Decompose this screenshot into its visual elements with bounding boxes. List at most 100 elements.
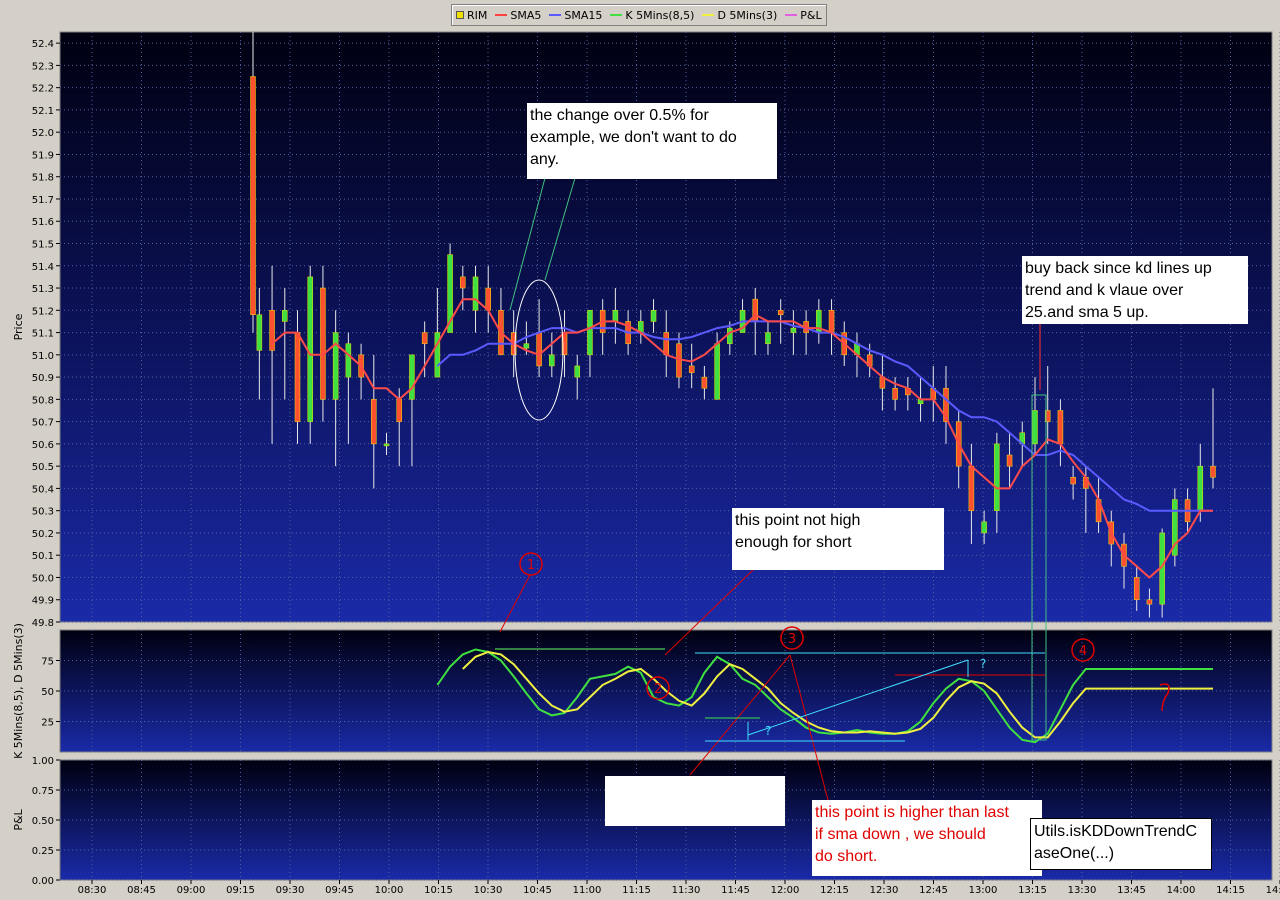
pointer-line xyxy=(664,567,756,656)
candle-body xyxy=(485,287,491,311)
y-tick-label: 75 xyxy=(41,657,54,668)
candle-body xyxy=(777,310,784,316)
legend-label: K 5Mins(8,5) xyxy=(625,8,695,22)
legend-swatch xyxy=(495,14,508,16)
candle-body xyxy=(765,332,771,344)
y-tick-label: 50.5 xyxy=(32,462,54,473)
candle-body xyxy=(282,310,288,322)
candle-body xyxy=(307,276,313,422)
y-tick-label: 50.9 xyxy=(32,373,54,384)
legend-swatch xyxy=(702,14,715,16)
sma15-line xyxy=(436,320,1213,512)
circle-marker xyxy=(780,626,804,650)
pointer-line xyxy=(509,177,546,311)
legend-label: SMA5 xyxy=(510,8,542,22)
y-tick-label: 25 xyxy=(41,718,54,729)
candle-body xyxy=(345,343,352,378)
circle-label: 2 xyxy=(654,682,662,697)
y-tick-label: 0.25 xyxy=(32,846,54,857)
x-tick-label: 08:45 xyxy=(127,885,156,896)
kd-panel: 75 50 25 K 5Mins(8,5), D 5Mins(3) xyxy=(12,623,1280,759)
x-tick-label: 14:15 xyxy=(1216,885,1245,896)
legend-item: SMA15 xyxy=(549,9,602,22)
candle-body xyxy=(714,343,720,400)
y-tick-label: 50.8 xyxy=(32,395,54,406)
candle-body xyxy=(250,76,256,316)
candle-body xyxy=(994,443,1000,511)
y-tick-label: 50.2 xyxy=(32,529,54,540)
y-tick-label: 51.0 xyxy=(32,351,54,362)
candle-body xyxy=(688,365,695,373)
d-line xyxy=(462,650,1213,739)
y-tick-label: 51.7 xyxy=(32,195,54,206)
candle-body xyxy=(1133,577,1140,600)
y-tick-label: 50 xyxy=(41,687,54,698)
x-tick-label: 11:30 xyxy=(672,885,701,896)
y-tick-label: 0.50 xyxy=(32,816,54,827)
x-tick-label: 12:30 xyxy=(870,885,899,896)
candle-body xyxy=(828,310,835,333)
candle-body xyxy=(472,276,479,311)
legend-swatch xyxy=(549,14,562,16)
x-tick-label: 13:30 xyxy=(1068,885,1097,896)
candle-body xyxy=(320,287,326,400)
y-tick-label: 52.4 xyxy=(32,39,54,50)
scribble-mark xyxy=(1159,683,1170,712)
candle-body xyxy=(727,327,733,344)
pointer-line xyxy=(499,574,531,633)
x-tick-label: 10:00 xyxy=(375,885,404,896)
candle-body xyxy=(549,354,555,367)
circle-label: 1 xyxy=(527,558,535,573)
circle-marker xyxy=(519,552,543,576)
candle-body xyxy=(968,465,975,511)
candle-body xyxy=(294,332,301,422)
highlight-ellipse xyxy=(514,279,564,421)
legend-item: K 5Mins(8,5) xyxy=(610,9,694,22)
x-tick-label: 11:45 xyxy=(721,885,750,896)
y-tick-label: 52.3 xyxy=(32,61,54,72)
y-axis-label: Price xyxy=(12,313,25,340)
y-tick-label: 51.5 xyxy=(32,240,54,251)
y-tick-label: 51.3 xyxy=(32,284,54,295)
highlight-rect xyxy=(1031,394,1047,741)
candle-body xyxy=(256,314,263,351)
question-mark: ? xyxy=(765,724,771,738)
candle-body xyxy=(1146,599,1153,605)
y-tick-label: 49.8 xyxy=(32,618,54,629)
candle-body xyxy=(332,332,339,400)
y-axis-label: P&L xyxy=(12,808,25,830)
question-mark: ? xyxy=(980,657,986,671)
candle-body xyxy=(434,332,441,378)
annotation-overlay: 1 2 3 4?? xyxy=(495,177,1170,801)
y-tick-label: 50.4 xyxy=(32,484,54,495)
candle-body xyxy=(269,310,275,351)
x-tick-label: 11:00 xyxy=(573,885,602,896)
x-tick-label: 12:00 xyxy=(771,885,800,896)
circle-label: 3 xyxy=(788,632,796,647)
legend-swatch xyxy=(456,11,464,19)
x-tick-label: 13:00 xyxy=(969,885,998,896)
y-tick-label: 49.9 xyxy=(32,596,54,607)
y-tick-label: 50.1 xyxy=(32,551,54,562)
legend-swatch xyxy=(785,14,798,16)
candle-body xyxy=(460,276,466,289)
legend-item: D 5Mins(3) xyxy=(702,9,777,22)
candle-body xyxy=(574,365,580,378)
candle-body xyxy=(1197,465,1204,511)
candle-body xyxy=(1032,410,1038,445)
y-tick-label: 0.75 xyxy=(32,786,54,797)
x-tick-label: 12:15 xyxy=(820,885,849,896)
candle-body xyxy=(396,399,402,422)
legend-label: P&L xyxy=(800,8,822,22)
candle-body xyxy=(1172,499,1178,556)
annotation-utils-note: Utils.isKDDownTrendC aseOne(...) xyxy=(1030,818,1212,870)
x-tick-label: 10:30 xyxy=(474,885,503,896)
candle-body xyxy=(536,332,542,367)
x-tick-label: 13:15 xyxy=(1018,885,1047,896)
candle-body xyxy=(1070,477,1076,485)
x-tick-label: 11:15 xyxy=(622,885,651,896)
y-tick-label: 50.7 xyxy=(32,418,54,429)
x-tick-label: 10:45 xyxy=(523,885,552,896)
candle-body xyxy=(650,310,657,322)
candle-body xyxy=(409,354,415,400)
